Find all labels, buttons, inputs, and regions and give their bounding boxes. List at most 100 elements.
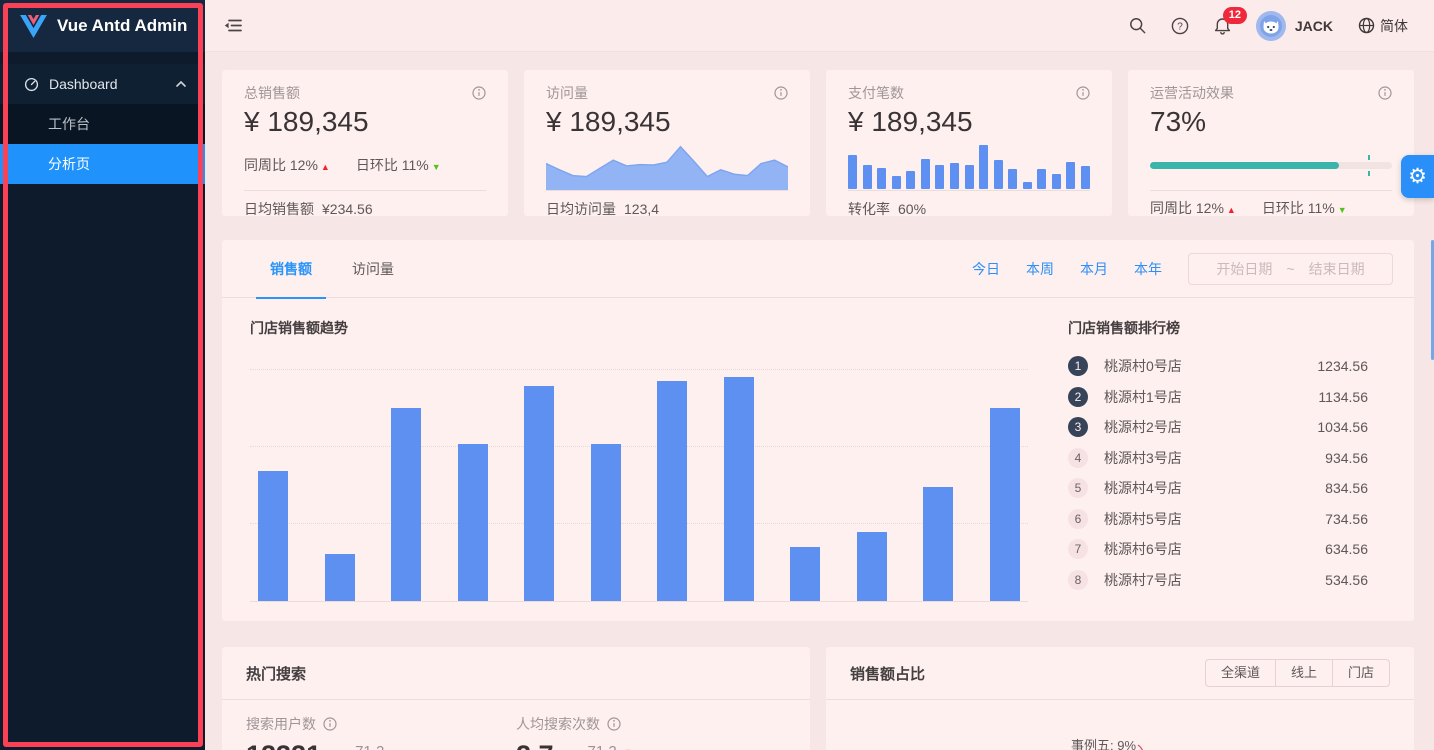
rank-badge: 5	[1068, 478, 1088, 499]
scrollbar-thumb[interactable]	[1431, 240, 1434, 360]
store-sales-bar-chart	[250, 352, 1028, 602]
down-arrow-icon: ▼	[624, 747, 633, 750]
card-value: ¥ 189,345	[244, 106, 369, 137]
tab-sales[interactable]: 销售额	[256, 240, 326, 299]
rank-row: 4 桃源村3号店 934.56	[1068, 443, 1368, 474]
trend-row: 同周比 12% ▲ 日环比 11% ▼	[1150, 200, 1347, 216]
bar	[790, 547, 821, 601]
user-name: JACK	[1294, 17, 1333, 34]
sales-panel-body: 门店销售额趋势 门店销售额排行榜 1 桃源村0号店 1234.56 2 桃源村1号店 1…	[222, 298, 1414, 602]
progress-target-marker	[1367, 155, 1370, 176]
rank-badge: 2	[1068, 386, 1088, 407]
info-circle-icon[interactable]	[472, 86, 486, 100]
bar	[1008, 169, 1018, 189]
rank-list: 1 桃源村0号店 1234.56 2 桃源村1号店 1134.56 3 桃源村2号店 103…	[1068, 351, 1368, 595]
rank-row: 5 桃源村4号店 834.56	[1068, 473, 1368, 504]
sidebar-menu: Dashboard 工作台 分析页	[0, 64, 205, 184]
info-circle-icon[interactable]	[1378, 86, 1392, 100]
card-title: 支付笔数	[848, 85, 904, 101]
sidebar-item-analysis[interactable]: 分析页	[0, 144, 205, 184]
bar	[949, 163, 959, 189]
info-circle-icon[interactable]	[1076, 86, 1090, 100]
filter-all-channels[interactable]: 全渠道	[1204, 659, 1276, 687]
range-year[interactable]: 本年	[1134, 260, 1162, 277]
stat-cards-row: 总销售额 ¥ 189,345 同周比 12% ▲ 日环比 11% ▼ 日均销售额 ¥2…	[222, 70, 1414, 217]
bar	[964, 165, 974, 189]
language-label: 简体	[1380, 17, 1408, 34]
range-month[interactable]: 本月	[1080, 260, 1108, 277]
sidebar: Vue Antd Admin Dashboard 工作台 分析页	[0, 0, 205, 750]
bar	[877, 168, 887, 189]
info-circle-icon[interactable]	[607, 717, 621, 731]
range-today[interactable]: 今日	[972, 260, 1000, 277]
gauge-icon	[24, 77, 39, 92]
pie-slice-label: 事例五: 9%	[1071, 735, 1146, 750]
settings-button[interactable]: ⚙	[1401, 155, 1434, 198]
rank-badge: 3	[1068, 417, 1088, 438]
bar	[524, 386, 555, 601]
sales-ratio-pie-area: 事例五: 9%	[826, 700, 1414, 750]
app-title: Vue Antd Admin	[57, 16, 188, 35]
channel-filter-group: 全渠道 线上 门店	[1204, 659, 1390, 687]
user-menu[interactable]: JACK	[1255, 10, 1333, 41]
filter-online[interactable]: 线上	[1274, 659, 1333, 687]
sales-ratio-panel: 销售额占比 全渠道 线上 门店 事例五: 9%	[826, 647, 1414, 750]
down-arrow-icon: ▼	[431, 162, 441, 172]
chart-title: 门店销售额趋势	[250, 320, 348, 336]
rank-title: 门店销售额排行榜	[1068, 320, 1180, 336]
bell-icon[interactable]: 12	[1214, 6, 1247, 35]
card-title: 访问量	[546, 85, 588, 101]
progress-fill	[1150, 162, 1339, 169]
card-value: 73%	[1150, 106, 1207, 137]
caret-up-icon	[175, 79, 187, 89]
logo-band[interactable]: Vue Antd Admin	[0, 0, 205, 52]
date-range-picker[interactable]: 开始日期 ~ 结束日期	[1188, 252, 1393, 285]
rank-badge: 1	[1068, 356, 1088, 377]
card-title: 总销售额	[244, 85, 300, 101]
stat-change: 71.2▼	[588, 743, 633, 750]
up-arrow-icon: ▲	[391, 747, 400, 750]
stat-card-activity: 运营活动效果 73% 同周比 12% ▲ 日环比 11% ▼	[1128, 70, 1414, 216]
hot-search-body: 搜索用户数 12321 71.2▲ 人均搜索次数	[222, 700, 810, 750]
bar	[906, 171, 916, 189]
bar	[848, 155, 857, 189]
stat-card-visits: 访问量 ¥ 189,345 日均访问量 123,4	[524, 70, 810, 217]
tab-visits[interactable]: 访问量	[352, 260, 394, 277]
sidebar-item-label: Dashboard	[49, 76, 118, 92]
info-circle-icon[interactable]	[774, 86, 788, 100]
avatar	[1255, 10, 1286, 41]
info-circle-icon[interactable]	[323, 717, 337, 731]
bar	[1081, 166, 1090, 189]
notification-badge: 12	[1222, 6, 1247, 24]
bar	[979, 145, 989, 189]
search-icon[interactable]	[1129, 17, 1146, 34]
store-sales-chart-section: 门店销售额趋势	[250, 318, 1068, 602]
topbar: ? 12 JACK	[205, 0, 1434, 52]
rank-row: 3 桃源村2号店 1034.56	[1068, 412, 1368, 443]
card-title: 运营活动效果	[1150, 85, 1234, 101]
bar	[590, 444, 621, 601]
rank-row: 1 桃源村0号店 1234.56	[1068, 351, 1368, 382]
bar	[457, 444, 488, 601]
down-arrow-icon: ▼	[1337, 205, 1347, 215]
question-circle-icon[interactable]: ?	[1171, 17, 1189, 35]
date-end-placeholder[interactable]: 结束日期	[1308, 260, 1365, 277]
card-value: ¥ 189,345	[848, 106, 973, 137]
menu-fold-icon[interactable]	[224, 17, 243, 34]
sidebar-item-dashboard[interactable]: Dashboard	[0, 64, 205, 104]
avg-search-stat: 人均搜索次数 2.7 71.2▼	[516, 714, 786, 750]
range-week[interactable]: 本周	[1026, 260, 1054, 277]
rank-badge: 7	[1068, 539, 1088, 560]
sidebar-item-workbench[interactable]: 工作台	[0, 104, 205, 144]
bar	[935, 165, 945, 189]
stat-value: 2.7	[516, 740, 554, 750]
filter-store[interactable]: 门店	[1331, 659, 1390, 687]
topbar-actions: ? 12 JACK	[1129, 6, 1434, 41]
card-footer: 同周比 12% ▲ 日环比 11% ▼	[1150, 191, 1392, 228]
rank-badge: 8	[1068, 569, 1088, 590]
date-separator: ~	[1286, 260, 1295, 277]
bar	[920, 159, 930, 189]
language-switcher[interactable]: 简体	[1358, 16, 1408, 36]
date-start-placeholder[interactable]: 开始日期	[1216, 260, 1273, 277]
bar	[391, 408, 422, 601]
